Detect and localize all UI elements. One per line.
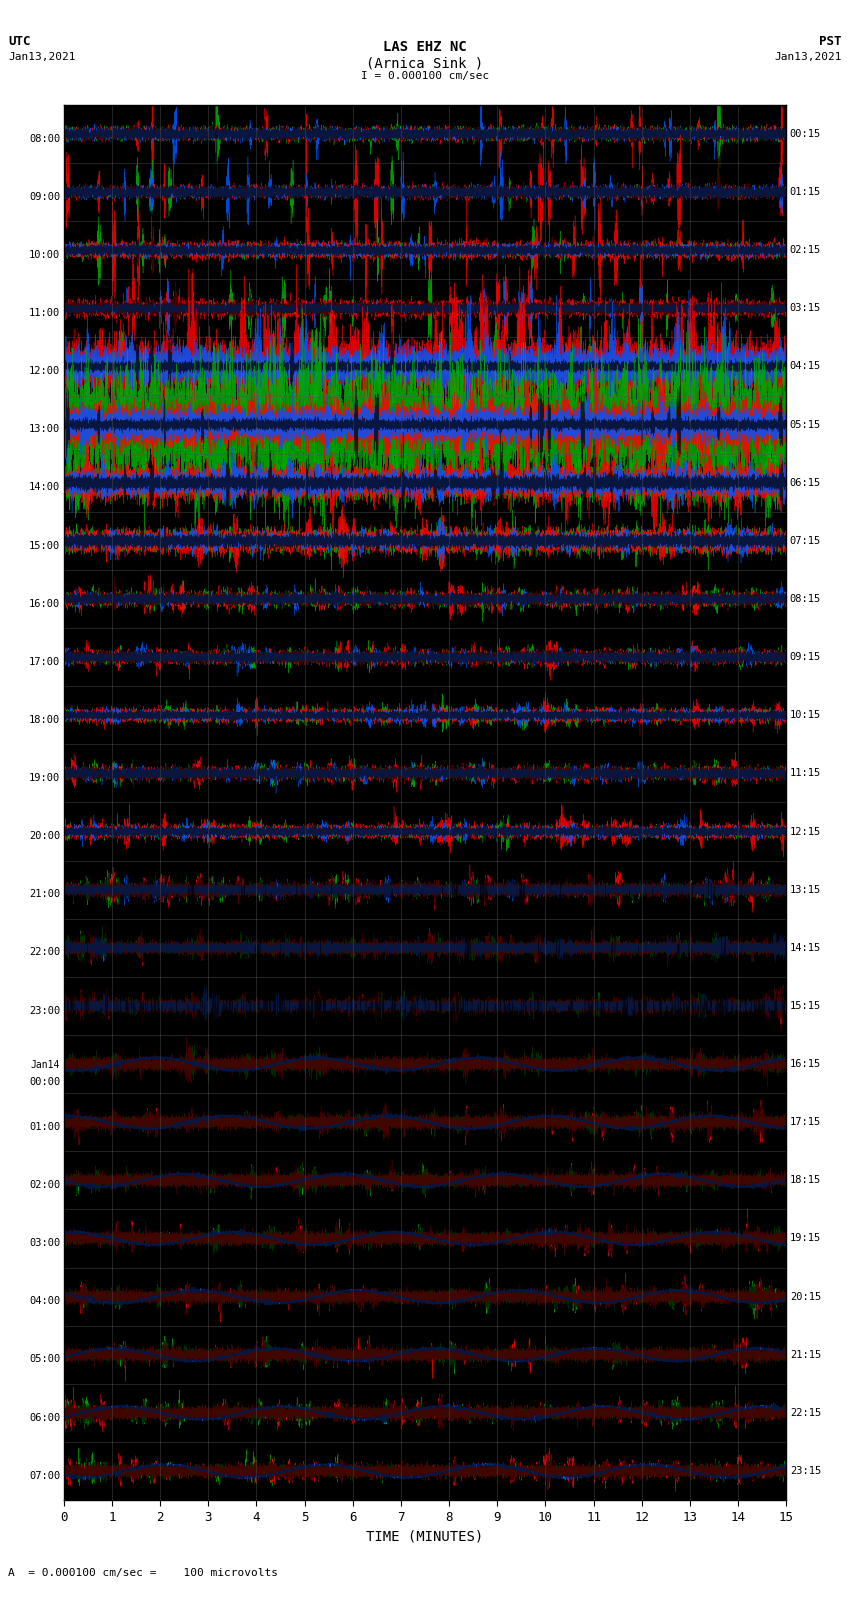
Text: 14:00: 14:00 xyxy=(29,482,60,492)
Text: 18:00: 18:00 xyxy=(29,715,60,724)
Text: 07:00: 07:00 xyxy=(29,1471,60,1481)
Text: 04:15: 04:15 xyxy=(790,361,821,371)
Text: 21:15: 21:15 xyxy=(790,1350,821,1360)
Text: 09:00: 09:00 xyxy=(29,192,60,202)
Text: 22:00: 22:00 xyxy=(29,947,60,958)
Text: 16:00: 16:00 xyxy=(29,598,60,608)
Text: 01:00: 01:00 xyxy=(29,1123,60,1132)
Text: 19:15: 19:15 xyxy=(790,1234,821,1244)
Text: Jan13,2021: Jan13,2021 xyxy=(8,52,76,61)
Text: 20:00: 20:00 xyxy=(29,831,60,842)
Text: 14:15: 14:15 xyxy=(790,944,821,953)
Text: 01:15: 01:15 xyxy=(790,187,821,197)
Text: 06:15: 06:15 xyxy=(790,477,821,487)
Text: 22:15: 22:15 xyxy=(790,1408,821,1418)
Text: 04:00: 04:00 xyxy=(29,1297,60,1307)
Text: Jan14: Jan14 xyxy=(31,1060,60,1069)
Text: 00:15: 00:15 xyxy=(790,129,821,139)
Text: 23:15: 23:15 xyxy=(790,1466,821,1476)
Text: 05:00: 05:00 xyxy=(29,1355,60,1365)
Text: 03:15: 03:15 xyxy=(790,303,821,313)
Text: 05:15: 05:15 xyxy=(790,419,821,429)
X-axis label: TIME (MINUTES): TIME (MINUTES) xyxy=(366,1529,484,1544)
Text: 10:15: 10:15 xyxy=(790,710,821,721)
Text: 06:00: 06:00 xyxy=(29,1413,60,1423)
Text: 02:00: 02:00 xyxy=(29,1181,60,1190)
Text: PST: PST xyxy=(819,35,842,48)
Text: 13:15: 13:15 xyxy=(790,884,821,895)
Text: Jan13,2021: Jan13,2021 xyxy=(774,52,842,61)
Text: 13:00: 13:00 xyxy=(29,424,60,434)
Text: 23:00: 23:00 xyxy=(29,1005,60,1016)
Text: UTC: UTC xyxy=(8,35,31,48)
Text: 18:15: 18:15 xyxy=(790,1176,821,1186)
Text: 00:00: 00:00 xyxy=(29,1077,60,1087)
Text: 20:15: 20:15 xyxy=(790,1292,821,1302)
Text: 03:00: 03:00 xyxy=(29,1239,60,1248)
Text: LAS EHZ NC: LAS EHZ NC xyxy=(383,40,467,55)
Text: 11:15: 11:15 xyxy=(790,768,821,779)
Text: 16:15: 16:15 xyxy=(790,1060,821,1069)
Text: I = 0.000100 cm/sec: I = 0.000100 cm/sec xyxy=(361,71,489,81)
Text: 08:15: 08:15 xyxy=(790,594,821,603)
Text: 19:00: 19:00 xyxy=(29,773,60,782)
Text: 12:15: 12:15 xyxy=(790,826,821,837)
Text: 12:00: 12:00 xyxy=(29,366,60,376)
Text: 21:00: 21:00 xyxy=(29,889,60,900)
Text: 08:00: 08:00 xyxy=(29,134,60,144)
Text: 07:15: 07:15 xyxy=(790,536,821,545)
Text: 11:00: 11:00 xyxy=(29,308,60,318)
Text: (Arnica Sink ): (Arnica Sink ) xyxy=(366,56,484,71)
Text: 09:15: 09:15 xyxy=(790,652,821,661)
Text: 02:15: 02:15 xyxy=(790,245,821,255)
Text: 15:15: 15:15 xyxy=(790,1002,821,1011)
Text: A  = 0.000100 cm/sec =    100 microvolts: A = 0.000100 cm/sec = 100 microvolts xyxy=(8,1568,279,1578)
Text: 17:00: 17:00 xyxy=(29,656,60,666)
Text: 17:15: 17:15 xyxy=(790,1118,821,1127)
Text: 10:00: 10:00 xyxy=(29,250,60,260)
Text: 15:00: 15:00 xyxy=(29,540,60,550)
